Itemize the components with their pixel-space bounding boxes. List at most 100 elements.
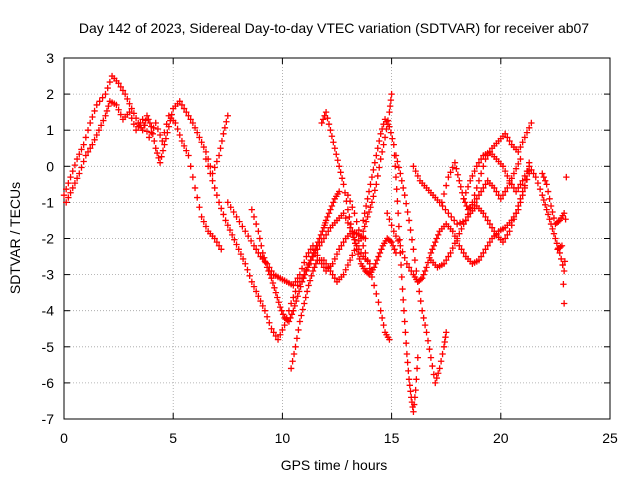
data-point <box>230 208 237 216</box>
data-point <box>371 159 379 166</box>
data-point <box>473 163 480 170</box>
data-point <box>515 202 522 210</box>
data-point <box>560 281 567 288</box>
data-point <box>439 202 446 210</box>
data-point <box>469 172 476 180</box>
data-point <box>393 185 400 193</box>
data-point <box>353 246 360 253</box>
y-tick-label: 0 <box>46 158 54 174</box>
data-point <box>338 242 345 249</box>
data-point <box>202 155 210 163</box>
data-point <box>405 376 413 383</box>
data-point <box>161 129 168 136</box>
data-point <box>295 326 302 334</box>
data-point <box>318 119 325 127</box>
data-point <box>224 222 231 229</box>
data-point <box>268 325 275 332</box>
data-point <box>362 202 370 210</box>
data-point <box>312 260 320 267</box>
data-point <box>194 194 201 201</box>
x-axis-title: GPS time / hours <box>281 457 388 473</box>
data-point <box>420 314 427 322</box>
data-point <box>506 137 513 145</box>
data-point <box>71 161 79 169</box>
data-point <box>462 217 470 224</box>
data-point <box>185 152 192 159</box>
data-point <box>353 218 360 225</box>
data-point <box>560 267 568 275</box>
data-point <box>290 294 297 301</box>
data-point <box>504 184 511 192</box>
data-point <box>76 151 83 158</box>
data-point <box>480 184 487 192</box>
data-point <box>91 136 98 144</box>
data-point <box>418 275 426 282</box>
x-tick-label: 15 <box>384 430 400 446</box>
data-point <box>327 267 334 275</box>
data-point <box>115 106 122 113</box>
data-point <box>95 127 103 134</box>
data-point <box>73 155 81 163</box>
data-point <box>100 117 107 124</box>
data-point <box>252 220 260 228</box>
data-point <box>547 202 555 210</box>
data-point <box>392 152 400 159</box>
data-point <box>532 173 539 181</box>
data-point <box>372 260 379 267</box>
data-point <box>430 371 438 378</box>
data-point <box>530 170 537 177</box>
data-point <box>390 141 397 148</box>
data-point <box>328 202 336 210</box>
data-point <box>402 339 410 347</box>
data-point <box>515 160 522 168</box>
data-point <box>224 112 231 119</box>
data-point <box>373 181 380 188</box>
data-point <box>517 155 524 163</box>
data-point <box>338 175 346 182</box>
data-point <box>356 255 363 263</box>
data-point <box>155 154 162 162</box>
data-point <box>521 172 529 180</box>
data-point <box>87 145 94 152</box>
data-point <box>408 267 415 275</box>
data-point <box>384 210 391 217</box>
data-point <box>406 382 413 389</box>
data-point <box>242 260 249 267</box>
data-point <box>543 206 550 213</box>
data-point <box>395 164 403 171</box>
data-point <box>467 177 474 184</box>
data-point <box>119 87 127 94</box>
data-point <box>482 213 489 221</box>
y-tick-label: -2 <box>42 231 55 247</box>
data-point <box>378 314 386 322</box>
data-point <box>475 159 483 166</box>
data-point <box>319 228 326 235</box>
data-point <box>303 267 310 275</box>
data-point <box>292 343 299 350</box>
data-point <box>313 242 320 249</box>
data-point <box>237 250 245 258</box>
data-point <box>544 211 552 218</box>
data-point <box>261 307 269 314</box>
data-point <box>391 246 398 253</box>
data-point <box>523 129 531 136</box>
data-point <box>292 278 299 286</box>
data-point <box>504 172 511 180</box>
data-point <box>69 184 76 192</box>
data-point <box>451 159 459 166</box>
data-point <box>102 112 109 119</box>
data-point <box>408 236 416 243</box>
data-point <box>215 152 223 159</box>
data-point <box>306 260 313 267</box>
data-point <box>423 264 430 271</box>
series-track-12 <box>427 170 533 271</box>
series-track-7 <box>318 108 400 278</box>
data-point <box>274 336 282 343</box>
data-point <box>233 213 240 221</box>
data-point <box>556 249 563 257</box>
data-point <box>220 130 227 138</box>
data-point <box>143 112 151 119</box>
data-point <box>484 242 491 249</box>
y-tick-label: -5 <box>42 339 55 355</box>
data-point <box>501 167 509 175</box>
